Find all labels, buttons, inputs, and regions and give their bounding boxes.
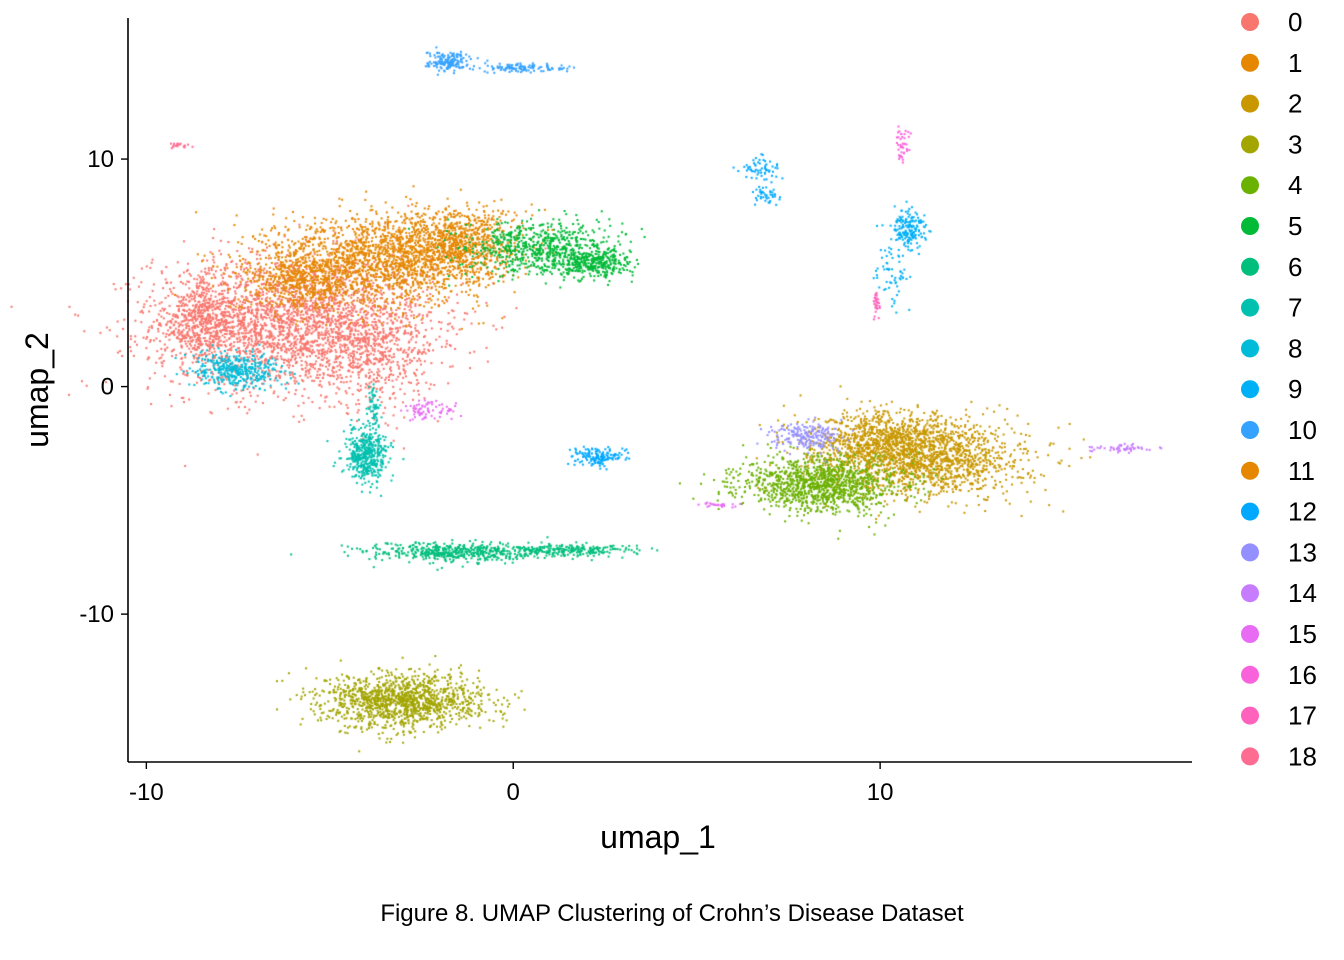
legend-label-5: 5 — [1288, 211, 1302, 241]
legend-label-13: 13 — [1288, 537, 1317, 567]
legend-label-1: 1 — [1288, 48, 1302, 78]
legend-label-3: 3 — [1288, 129, 1302, 159]
x-tick-label: 0 — [507, 779, 520, 806]
y-tick-label: 10 — [87, 146, 114, 173]
legend-swatch-18 — [1241, 747, 1259, 766]
legend-swatch-5 — [1241, 217, 1259, 235]
y-axis-title: umap_2 — [19, 332, 55, 448]
legend-swatch-0 — [1241, 13, 1259, 31]
legend-label-18: 18 — [1288, 741, 1317, 771]
legend-label-9: 9 — [1288, 374, 1302, 404]
legend-label-14: 14 — [1288, 578, 1317, 608]
legend-swatch-10 — [1241, 421, 1259, 439]
legend-label-10: 10 — [1288, 415, 1317, 445]
legend-swatch-3 — [1241, 135, 1259, 154]
legend-label-4: 4 — [1288, 170, 1302, 200]
legend-swatch-9 — [1241, 380, 1259, 399]
legend-swatch-8 — [1241, 339, 1259, 358]
x-tick-label: 10 — [867, 779, 894, 806]
y-tick-label: -10 — [79, 601, 114, 628]
legend-swatch-15 — [1241, 625, 1259, 643]
x-axis-ticks: -10 0 10 — [129, 762, 893, 806]
legend-swatch-12 — [1241, 502, 1259, 521]
legend-swatch-14 — [1241, 584, 1259, 603]
legend-label-15: 15 — [1288, 619, 1317, 649]
legend-label-7: 7 — [1288, 293, 1302, 323]
legend-swatch-4 — [1241, 176, 1259, 195]
legend-label-17: 17 — [1288, 701, 1317, 731]
legend-swatch-16 — [1241, 665, 1259, 684]
y-axis-ticks: 10 0 -10 — [79, 146, 128, 628]
x-axis-title: umap_1 — [600, 819, 716, 855]
legend-label-8: 8 — [1288, 333, 1302, 363]
y-tick-label: 0 — [101, 374, 114, 401]
legend-label-2: 2 — [1288, 89, 1302, 119]
legend-label-11: 11 — [1288, 456, 1315, 486]
legend-swatch-11 — [1241, 461, 1259, 480]
legend-swatch-7 — [1241, 298, 1259, 317]
legend-swatch-6 — [1241, 257, 1259, 276]
legend-label-0: 0 — [1288, 7, 1302, 37]
legend-label-12: 12 — [1288, 497, 1317, 527]
legend-swatch-1 — [1241, 53, 1259, 72]
legend-swatch-2 — [1241, 94, 1259, 113]
figure-caption: Figure 8. UMAP Clustering of Crohn’s Dis… — [380, 900, 964, 927]
legend-swatch-17 — [1241, 706, 1259, 725]
legend-label-16: 16 — [1288, 660, 1317, 690]
x-tick-label: -10 — [129, 779, 164, 806]
legend-label-6: 6 — [1288, 252, 1302, 282]
legend-swatch-13 — [1241, 543, 1259, 562]
